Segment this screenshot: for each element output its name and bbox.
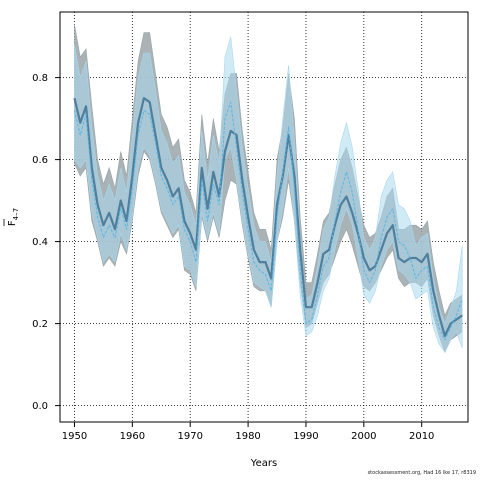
x-axis-title: Years	[250, 458, 277, 469]
confidence-bands	[74, 24, 463, 354]
y-axis-title-main: F4–7	[7, 208, 20, 226]
x-tick-label: 2010	[409, 431, 434, 442]
blue-confidence-band	[74, 36, 463, 353]
y-tick-label: 0.0	[32, 401, 48, 412]
x-axis: 1950 1960 1970 1980 1990 2000 2010	[62, 422, 434, 442]
y-axis-title: F4–7	[3, 208, 20, 226]
x-tick-label: 2000	[351, 431, 376, 442]
y-tick-label: 0.2	[32, 319, 48, 330]
x-tick-label: 1980	[235, 431, 260, 442]
grey-estimate-line	[73, 96, 463, 337]
series-lines	[73, 96, 463, 341]
x-tick-label: 1950	[62, 431, 87, 442]
plot-frame	[59, 11, 469, 423]
y-axis-title-symbol: F	[7, 220, 18, 226]
y-tick-label: 0.6	[32, 155, 48, 166]
blue-estimate-line	[73, 101, 463, 341]
y-tick-label: 0.8	[32, 73, 48, 84]
y-axis: 0.0 0.2 0.4 0.6 0.8	[32, 73, 60, 412]
x-tick-label: 1960	[120, 431, 145, 442]
x-tick-label: 1970	[177, 431, 202, 442]
y-tick-label: 0.4	[32, 237, 48, 248]
y-axis-title-subscript: 4–7	[12, 208, 20, 220]
footer-credit: stockassessment.org, Had 16 lke 17, r831…	[367, 470, 476, 476]
x-tick-label: 1990	[293, 431, 318, 442]
